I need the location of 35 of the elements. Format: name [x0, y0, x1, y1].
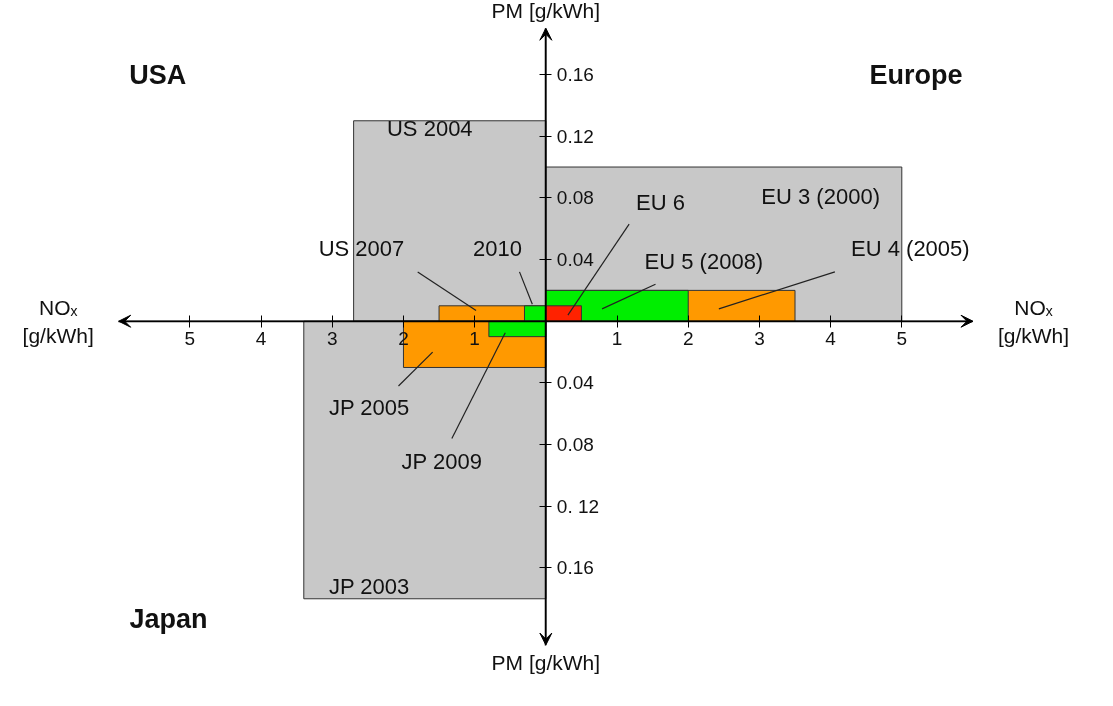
- text: US 2007: [318, 236, 405, 262]
- x-tick-label: 1: [611, 328, 623, 350]
- y-tick-label: 0.04: [556, 249, 595, 271]
- series-label: EU 3 (2000): [761, 183, 880, 209]
- x-tick-label: 4: [825, 328, 837, 350]
- x-tick-label: 1: [469, 328, 480, 350]
- y-tick-label: 0.08: [556, 187, 594, 209]
- text: PM [g/kWh]: [491, 651, 601, 675]
- annotation: USA: [129, 59, 187, 90]
- x-axis-title: NOₓ [g/kWh]: [997, 295, 1070, 347]
- series-label: JP 2005: [328, 395, 410, 421]
- text: EU 6: [636, 190, 685, 215]
- text: EU 4 (2005): [851, 236, 970, 262]
- x-tick-label: 3: [754, 328, 765, 350]
- text: 2010: [472, 236, 522, 262]
- text: JP 2009: [401, 449, 482, 475]
- y-tick-label: 0. 12: [556, 495, 600, 517]
- series-label: US 2004: [386, 115, 473, 141]
- x-tick-label: 5: [896, 328, 908, 350]
- y-axis-title: PM [g/kWh]: [491, 0, 601, 23]
- series-label: JP 2003: [328, 573, 410, 599]
- x-tick-label: 4: [255, 328, 267, 350]
- x-tick-label: 2: [682, 328, 694, 350]
- y-tick-label: 0.12: [556, 125, 594, 147]
- series-label: EU 5 (2008): [644, 248, 764, 274]
- annotation: Japan: [129, 603, 208, 634]
- x-tick-label: 2: [398, 328, 409, 350]
- x-tick-label: 3: [326, 328, 338, 350]
- annotation: Europe: [869, 59, 963, 90]
- text: NOₓ [g/kWh]: [22, 295, 94, 347]
- y-tick-label: 0.16: [556, 64, 594, 86]
- x-tick-label: 5: [184, 328, 196, 350]
- y-tick-label: 0.08: [556, 434, 594, 456]
- y-tick-label: 0.16: [556, 557, 594, 579]
- y-tick-label: 0.04: [556, 372, 595, 394]
